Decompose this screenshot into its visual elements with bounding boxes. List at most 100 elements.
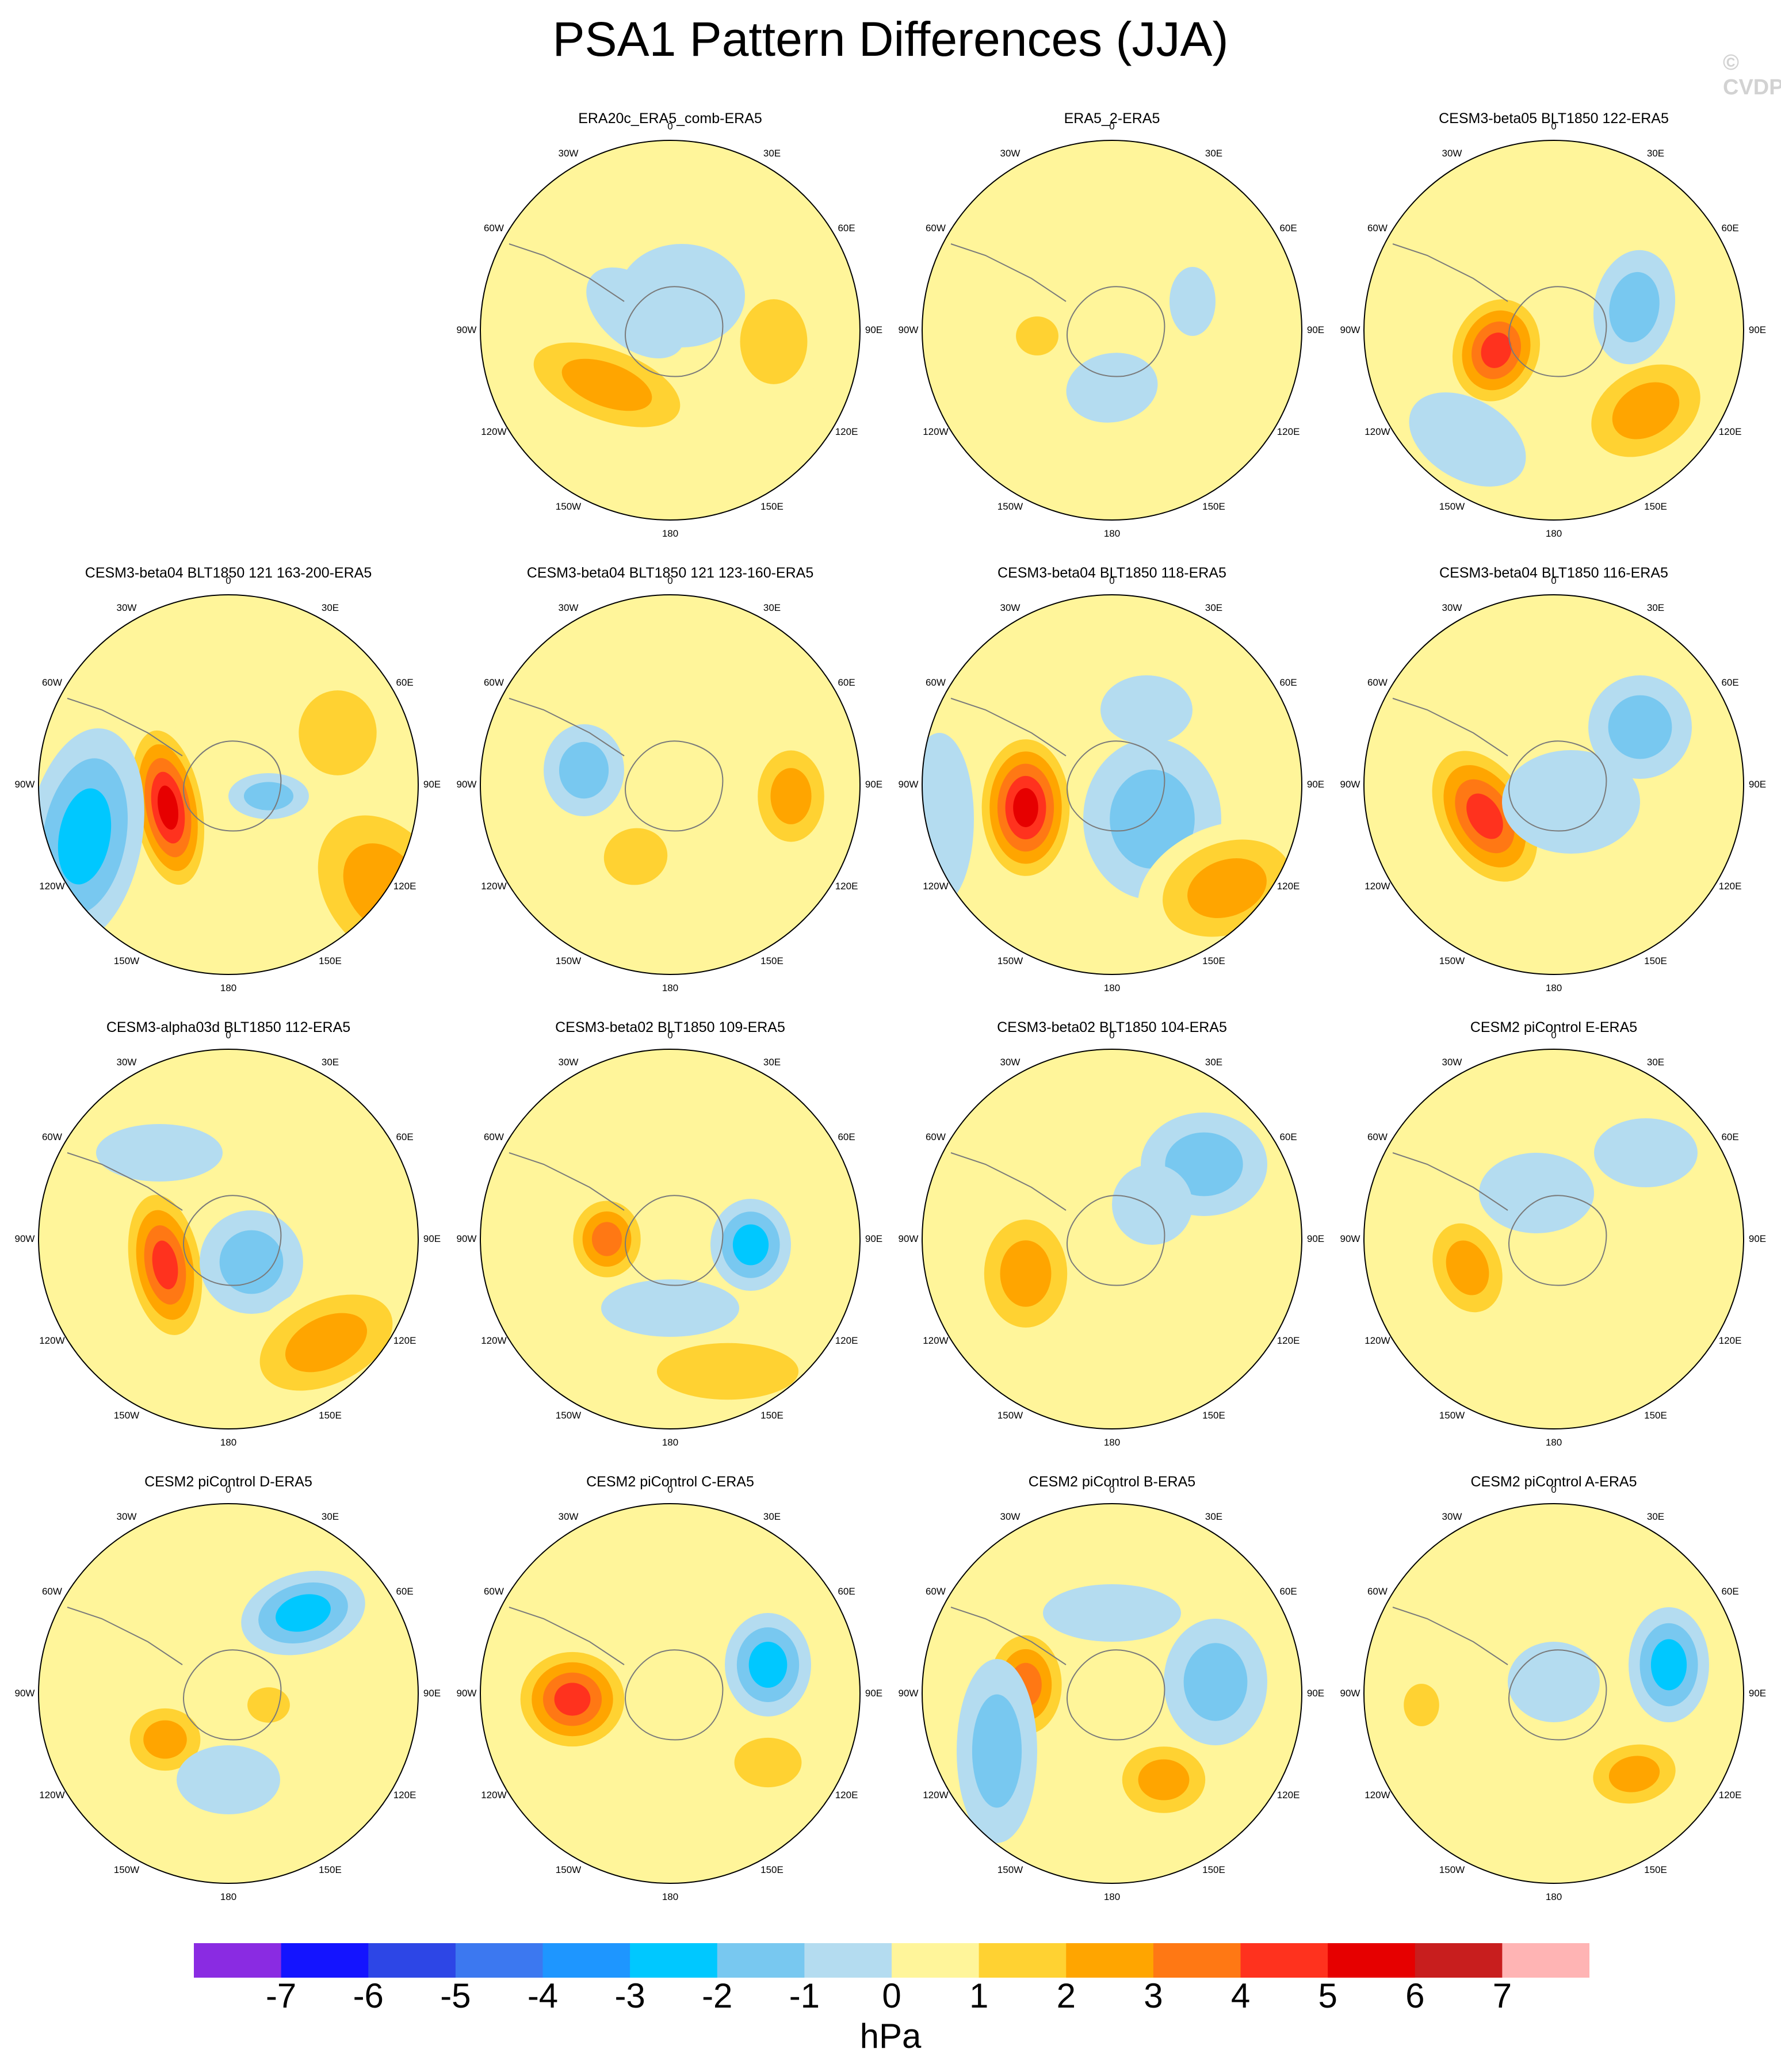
longitude-label: 180 — [220, 1437, 237, 1448]
colorbar-tick-label: 7 — [1492, 1977, 1512, 2015]
map-border — [38, 1503, 419, 1884]
longitude-label: 150E — [1202, 1864, 1225, 1875]
longitude-label: 90E — [1306, 779, 1325, 790]
longitude-label: 150W — [113, 955, 140, 966]
longitude-label: 120W — [923, 426, 949, 437]
longitude-label: 180 — [1545, 1891, 1562, 1902]
longitude-label: 90W — [456, 324, 477, 335]
colorbar-tick-label: -1 — [789, 1977, 820, 2015]
positive-anomaly-contour — [1481, 332, 1512, 368]
negative-anomaly-contour — [732, 1224, 769, 1266]
longitude-label: 30W — [558, 602, 579, 614]
coastline — [950, 1607, 1165, 1741]
map-background — [922, 140, 1302, 520]
longitude-label: 150W — [997, 1409, 1023, 1421]
map-border — [922, 140, 1302, 521]
colorbar-tick-label: 3 — [1144, 1977, 1163, 2015]
longitude-label: 30W — [116, 1057, 137, 1068]
positive-anomaly-contour — [1446, 1240, 1489, 1295]
longitude-label: 60W — [1367, 1586, 1388, 1597]
polar-map-panel — [39, 1049, 418, 1429]
longitude-label: 120W — [1365, 1335, 1390, 1346]
positive-anomaly-contour — [285, 1313, 368, 1373]
polar-map-panel — [39, 1504, 418, 1883]
colorbar-tick-label: -2 — [702, 1977, 733, 2015]
longitude-label: 150W — [113, 1864, 140, 1875]
coastline — [950, 1152, 1165, 1286]
longitude-label: 180 — [1103, 528, 1121, 539]
longitude-label: 60E — [1721, 1131, 1739, 1142]
longitude-label: 0 — [667, 1484, 673, 1495]
map-border — [1363, 1503, 1744, 1884]
longitude-label: 120E — [393, 1790, 416, 1800]
panel-title: CESM3-beta02 BLT1850 109-ERA5 — [555, 1019, 785, 1035]
longitude-label: 150W — [997, 955, 1023, 966]
longitude-label: 30E — [1205, 1057, 1223, 1068]
longitude-label: 180 — [662, 1891, 679, 1902]
longitude-label: 90E — [1748, 1233, 1767, 1244]
positive-anomaly-contour — [561, 358, 652, 411]
longitude-label: 150W — [1439, 1409, 1465, 1421]
longitude-label: 60E — [1279, 223, 1297, 234]
longitude-label: 0 — [1551, 121, 1557, 132]
longitude-label: 180 — [1545, 528, 1562, 539]
longitude-label: 150E — [760, 1409, 784, 1421]
positive-anomaly-contour — [770, 768, 812, 824]
cvdp-watermark: © CVDP — [1723, 51, 1781, 100]
negative-anomaly-contour — [1165, 1132, 1243, 1196]
longitude-label: 90E — [865, 1688, 883, 1699]
longitude-label: 150E — [760, 500, 784, 512]
polar-map-panel — [480, 1504, 860, 1883]
map-border — [1363, 140, 1744, 521]
panel-title: CESM2 piControl C-ERA5 — [586, 1474, 754, 1490]
map-background — [1364, 140, 1744, 520]
colorbar-box — [194, 1943, 282, 1978]
polar-map-panel — [1364, 140, 1744, 520]
negative-anomaly-contour — [559, 741, 609, 799]
colorbar-box — [281, 1943, 369, 1978]
longitude-label: 150W — [1439, 1864, 1465, 1875]
longitude-label: 120W — [1365, 426, 1390, 437]
longitude-label: 60W — [1367, 1131, 1388, 1142]
polar-map-panel — [1364, 1504, 1744, 1883]
longitude-label: 60E — [1721, 1586, 1739, 1597]
longitude-label: 0 — [226, 575, 231, 586]
longitude-label: 60W — [483, 223, 504, 234]
positive-anomaly-contour — [1608, 1756, 1660, 1792]
longitude-label: 180 — [1545, 1437, 1562, 1448]
polar-map-panel — [39, 595, 418, 974]
positive-anomaly-contour — [1404, 1684, 1439, 1726]
longitude-label: 30E — [763, 602, 781, 614]
positive-anomaly-contour — [740, 299, 808, 384]
longitude-label: 90E — [1306, 1688, 1325, 1699]
positive-anomaly-contour — [1466, 793, 1503, 839]
longitude-label: 90E — [865, 1233, 883, 1244]
map-border — [38, 594, 419, 975]
colorbar-box — [979, 1943, 1067, 1978]
colorbar-box — [804, 1943, 892, 1978]
panel-title: ERA5_2-ERA5 — [1064, 110, 1160, 127]
longitude-label: 60E — [1279, 1131, 1297, 1142]
colorbar-units: hPa — [859, 2017, 922, 2055]
colorbar-box — [1066, 1943, 1154, 1978]
longitude-label: 30W — [1442, 148, 1462, 159]
longitude-label: 30W — [558, 1511, 579, 1523]
map-border — [480, 1503, 861, 1884]
longitude-label: 30E — [763, 148, 781, 159]
longitude-label: 90E — [1748, 779, 1767, 790]
map-border — [480, 594, 861, 975]
negative-anomaly-contour — [276, 1594, 331, 1632]
longitude-label: 90E — [423, 1233, 441, 1244]
longitude-label: 120W — [481, 881, 507, 892]
longitude-label: 60W — [925, 223, 946, 234]
longitude-label: 120W — [39, 1790, 65, 1800]
longitude-label: 150E — [319, 1409, 342, 1421]
positive-anomaly-contour — [656, 1343, 799, 1400]
longitude-label: 60E — [1721, 677, 1739, 688]
positive-anomaly-contour — [152, 1240, 178, 1290]
positive-anomaly-contour — [1000, 1240, 1052, 1307]
positive-anomaly-contour — [591, 1222, 622, 1256]
longitude-label: 60W — [925, 1586, 946, 1597]
negative-anomaly-contour — [601, 1279, 739, 1337]
colorbar-tick-label: -3 — [614, 1977, 645, 2015]
